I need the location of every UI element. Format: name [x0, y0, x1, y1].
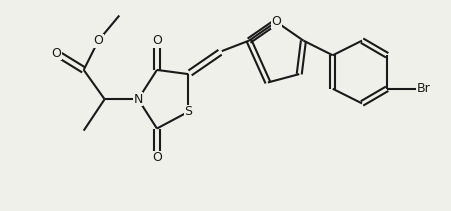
Text: O: O — [51, 47, 61, 60]
Text: Br: Br — [416, 82, 429, 95]
Text: N: N — [133, 93, 143, 106]
Text: O: O — [152, 34, 161, 47]
Text: O: O — [152, 151, 161, 164]
Text: S: S — [184, 105, 192, 118]
Text: O: O — [271, 15, 281, 28]
Text: O: O — [93, 34, 103, 47]
